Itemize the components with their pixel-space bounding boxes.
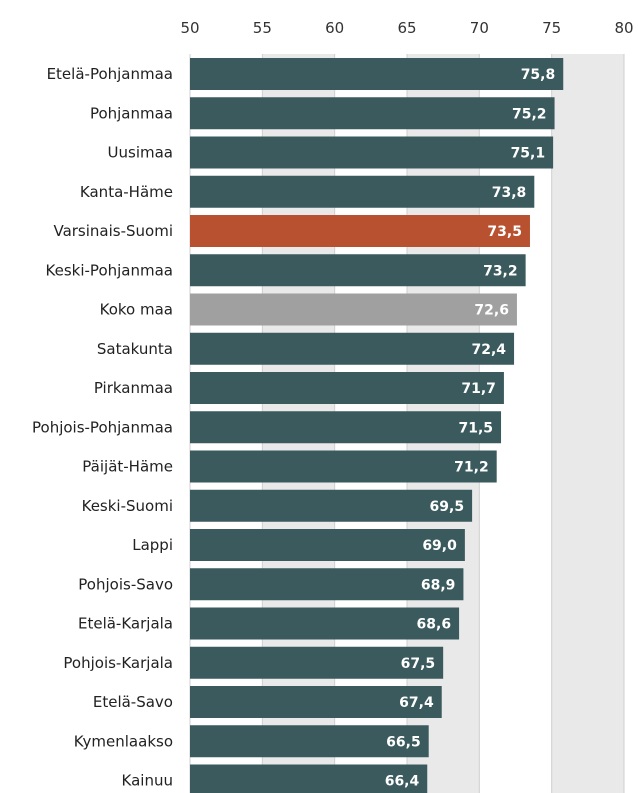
category-label: Lappi xyxy=(132,536,173,554)
category-label: Kanta-Häme xyxy=(80,183,173,201)
value-label: 73,8 xyxy=(492,185,527,201)
value-label: 68,6 xyxy=(417,617,452,633)
value-label: 71,5 xyxy=(458,420,493,436)
value-labels: 75,8 75,2 75,1 73,8 73,5 73,2 72,6 72,4 71,7 71,5… xyxy=(385,67,556,790)
x-tick-label: 75 xyxy=(542,19,561,37)
x-tick-label: 80 xyxy=(614,19,633,37)
x-tick-label: 60 xyxy=(325,19,344,37)
category-label: Keski-Pohjanmaa xyxy=(46,261,173,279)
category-label: Varsinais-Suomi xyxy=(53,222,173,240)
category-label: Pohjois-Pohjanmaa xyxy=(32,418,173,436)
bar xyxy=(190,725,429,758)
value-label: 75,2 xyxy=(512,106,547,122)
category-label: Kainuu xyxy=(122,772,173,790)
bar xyxy=(190,764,428,793)
category-label: Päijät-Häme xyxy=(82,458,173,476)
value-label: 75,1 xyxy=(511,146,546,162)
bar xyxy=(190,686,442,718)
category-label: Pohjanmaa xyxy=(90,104,173,122)
value-label: 67,5 xyxy=(401,656,436,672)
value-label: 66,5 xyxy=(386,734,421,750)
category-labels: Etelä-Pohjanmaa Pohjanmaa Uusimaa Kanta-Häm… xyxy=(32,65,173,790)
background-band xyxy=(551,54,624,793)
category-label: Koko maa xyxy=(100,301,173,319)
x-tick-label: 70 xyxy=(470,19,489,37)
bar xyxy=(190,568,464,601)
bar xyxy=(190,411,502,444)
bar xyxy=(190,607,460,640)
value-label: 73,2 xyxy=(483,263,518,279)
value-label: 69,5 xyxy=(430,499,465,515)
x-tick-label: 55 xyxy=(253,19,272,37)
category-label: Satakunta xyxy=(97,340,173,358)
value-label: 68,9 xyxy=(421,577,456,593)
value-label: 69,0 xyxy=(422,538,457,554)
category-label: Etelä-Savo xyxy=(93,693,173,711)
bar xyxy=(190,529,465,561)
bar xyxy=(190,489,473,522)
category-label: Etelä-Pohjanmaa xyxy=(47,65,173,83)
category-label: Pohjois-Karjala xyxy=(63,654,173,672)
value-label: 72,6 xyxy=(474,303,509,319)
x-axis-ticks: 50 55 60 65 70 75 80 xyxy=(180,19,633,37)
bar xyxy=(190,372,504,404)
value-label: 75,8 xyxy=(521,67,556,83)
category-label: Pirkanmaa xyxy=(94,379,173,397)
value-label: 73,5 xyxy=(487,224,522,240)
value-label: 66,4 xyxy=(385,774,420,790)
bar xyxy=(190,136,554,169)
bar xyxy=(190,97,555,130)
bar xyxy=(190,646,444,679)
bar xyxy=(190,175,535,208)
bar xyxy=(190,450,497,483)
x-tick-label: 50 xyxy=(180,19,199,37)
value-label: 67,4 xyxy=(399,695,434,711)
category-label: Pohjois-Savo xyxy=(78,575,173,593)
category-label: Keski-Suomi xyxy=(82,497,173,515)
bar xyxy=(190,58,564,90)
value-label: 72,4 xyxy=(472,342,507,358)
category-label: Kymenlaakso xyxy=(74,732,173,750)
bars xyxy=(190,58,564,793)
category-label: Uusimaa xyxy=(108,144,173,162)
category-label: Etelä-Karjala xyxy=(78,615,173,633)
bar xyxy=(190,293,517,326)
value-label: 71,7 xyxy=(461,381,496,397)
x-tick-label: 65 xyxy=(397,19,416,37)
bar xyxy=(190,215,530,247)
bar xyxy=(190,254,526,287)
value-label: 71,2 xyxy=(454,460,489,476)
bar xyxy=(190,332,515,365)
